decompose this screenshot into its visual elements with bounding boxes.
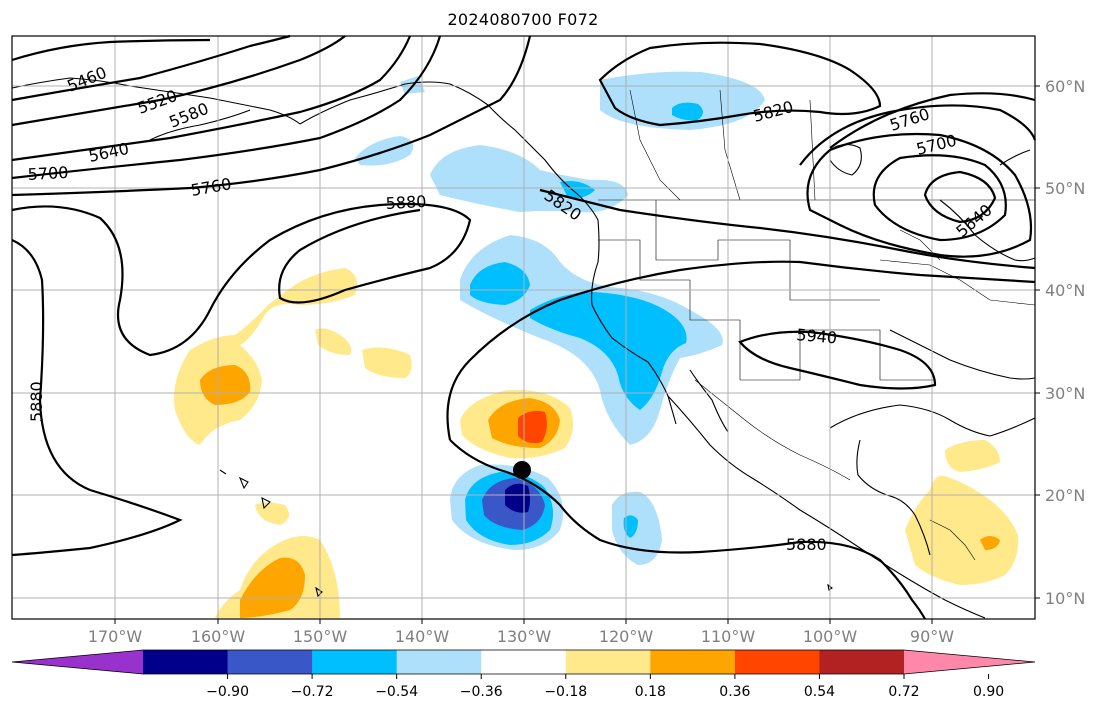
- longitude-label: 110°W: [701, 627, 756, 646]
- colorbar-segment: [481, 650, 567, 674]
- storm-position-dot: [513, 461, 531, 479]
- colorbar-segment: [143, 650, 229, 674]
- colorbar-tick-label: 0.36: [719, 684, 750, 700]
- colorbar-tick-label: 0.90: [973, 684, 1004, 700]
- colorbar-segment: [227, 650, 313, 674]
- longitude-label: 120°W: [599, 627, 654, 646]
- contour-label: 5880: [385, 192, 427, 213]
- map-title: 2024080700 F072: [447, 10, 599, 29]
- latitude-label: 10°N: [1045, 589, 1085, 608]
- grid-lines: [12, 36, 1035, 619]
- colorbar-tick-label: 0.72: [888, 684, 919, 700]
- colorbar-tick-label: −0.90: [206, 684, 249, 700]
- colorbar-segment: [396, 650, 482, 674]
- longitude-label: 100°W: [803, 627, 858, 646]
- longitude-axis: 170°W 160°W 150°W 140°W 130°W 120°W 110°…: [88, 619, 954, 646]
- longitude-label: 170°W: [88, 627, 143, 646]
- contour-label: 5940: [796, 325, 838, 347]
- colorbar-tick-label: −0.36: [460, 684, 503, 700]
- longitude-label: 150°W: [293, 627, 348, 646]
- longitude-label: 90°W: [910, 627, 954, 646]
- latitude-label: 60°N: [1045, 77, 1085, 96]
- latitude-label: 40°N: [1045, 281, 1085, 300]
- colorbar-segment: [565, 650, 651, 674]
- latitude-label: 20°N: [1045, 486, 1085, 505]
- contour-label: 5700: [27, 163, 69, 184]
- colorbar-tick-label: 0.54: [804, 684, 835, 700]
- colorbar-segment: [650, 650, 736, 674]
- colorbar-tick-label: −0.18: [544, 684, 587, 700]
- colorbar-segment: [819, 650, 905, 674]
- height-contours: [11, 34, 1037, 620]
- colorbar-segment: [734, 650, 820, 674]
- colorbar: −0.90 −0.72 −0.54 −0.36 −0.18 0.18 0.36 0.54 0.7…: [11, 649, 1036, 700]
- colorbar-extend-high: [904, 650, 1035, 674]
- latitude-axis: 60°N 50°N 40°N 30°N 20°N 10°N: [1035, 77, 1085, 608]
- longitude-label: 140°W: [395, 627, 450, 646]
- colorbar-tick-label: −0.72: [291, 684, 334, 700]
- latitude-label: 30°N: [1045, 384, 1085, 403]
- colorbar-tick-label: −0.54: [375, 684, 418, 700]
- longitude-label: 130°W: [497, 627, 552, 646]
- coastlines: [11, 77, 1036, 619]
- colorbar-tick-label: 0.18: [635, 684, 666, 700]
- contour-label: 5880: [786, 535, 827, 554]
- longitude-label: 160°W: [191, 627, 246, 646]
- colorbar-extend-low: [12, 650, 143, 674]
- colorbar-segment: [312, 650, 398, 674]
- latitude-label: 50°N: [1045, 179, 1085, 198]
- contour-label: 5880: [27, 381, 46, 422]
